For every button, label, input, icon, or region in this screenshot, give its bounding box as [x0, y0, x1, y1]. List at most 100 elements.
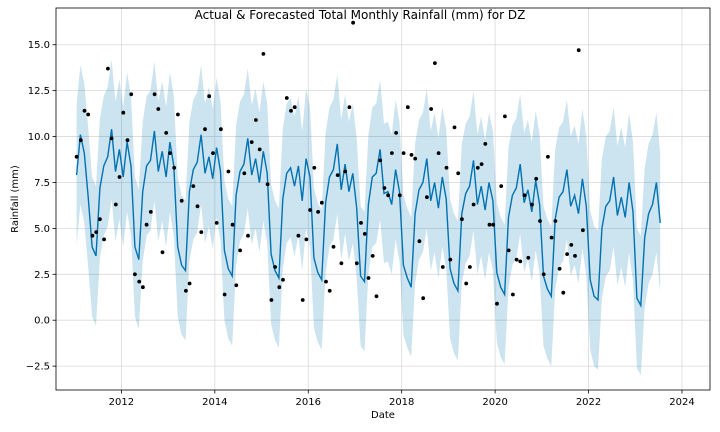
- y-tick-label: 2.5: [34, 270, 50, 281]
- actual-point: [343, 169, 348, 174]
- actual-point: [292, 105, 297, 110]
- y-tick-label: 5.0: [34, 224, 50, 235]
- actual-point: [436, 151, 441, 156]
- actual-point: [514, 257, 519, 262]
- actual-point: [390, 151, 394, 156]
- actual-point: [74, 154, 79, 159]
- actual-point: [269, 298, 274, 302]
- actual-point: [257, 147, 262, 152]
- actual-point: [405, 105, 410, 110]
- actual-point: [109, 136, 114, 141]
- x-tick-label: 2024: [669, 397, 694, 408]
- actual-point: [429, 107, 433, 111]
- actual-point: [425, 195, 429, 200]
- y-axis-label: Rainfall (mm): [10, 165, 21, 233]
- actual-point: [207, 94, 212, 99]
- actual-point: [479, 162, 484, 167]
- actual-point: [86, 112, 91, 117]
- plot-frame: [55, 7, 711, 391]
- actual-point: [409, 153, 414, 157]
- actual-point: [219, 127, 223, 132]
- actual-point: [281, 277, 285, 282]
- actual-point: [553, 219, 558, 223]
- x-axis-label: Date: [371, 410, 395, 421]
- actual-point: [401, 151, 406, 156]
- actual-point: [448, 257, 453, 262]
- actual-point: [491, 222, 496, 227]
- actual-point: [534, 176, 539, 181]
- actual-point: [300, 298, 305, 302]
- actual-point: [483, 142, 488, 146]
- actual-point: [530, 202, 534, 207]
- actual-point: [499, 184, 504, 189]
- actual-point: [265, 182, 270, 187]
- actual-point: [526, 255, 531, 260]
- actual-point: [304, 237, 309, 242]
- actual-point: [261, 52, 266, 56]
- actual-point: [464, 281, 469, 286]
- actual-point: [460, 217, 464, 222]
- actual-point: [576, 48, 581, 53]
- actual-point: [172, 165, 177, 170]
- actual-points: [74, 20, 585, 306]
- actual-point: [456, 171, 461, 176]
- actual-point: [90, 233, 95, 238]
- actual-point: [214, 221, 219, 225]
- x-tick-label: 2012: [109, 397, 134, 408]
- y-tick-label: 7.5: [34, 178, 50, 189]
- actual-point: [160, 250, 165, 255]
- actual-point: [335, 173, 340, 178]
- actual-point: [82, 108, 87, 113]
- actual-point: [370, 254, 375, 258]
- actual-point: [557, 266, 562, 271]
- x-axis-ticks: 2012 2014 2016 2018 2020 2022 2024: [109, 390, 695, 408]
- actual-point: [541, 272, 546, 277]
- actual-point: [397, 193, 402, 198]
- actual-point: [296, 233, 301, 238]
- actual-point: [129, 92, 134, 97]
- actual-point: [573, 254, 577, 258]
- gridlines: [56, 8, 710, 390]
- x-tick-label: 2020: [482, 397, 507, 408]
- actual-point: [362, 232, 367, 236]
- actual-point: [98, 217, 102, 222]
- actual-point: [319, 200, 324, 205]
- actual-point: [117, 175, 122, 179]
- actual-point: [351, 20, 355, 25]
- actual-point: [538, 219, 542, 223]
- actual-point: [561, 290, 566, 295]
- actual-point: [312, 165, 317, 170]
- actual-point: [249, 140, 254, 145]
- actual-point: [187, 281, 192, 286]
- actual-point: [366, 276, 371, 280]
- actual-point: [386, 193, 390, 198]
- actual-point: [331, 244, 336, 249]
- actual-point: [238, 248, 243, 253]
- actual-point: [230, 222, 235, 227]
- actual-point: [141, 285, 145, 290]
- actual-point: [222, 292, 227, 297]
- actual-point: [308, 208, 312, 212]
- actual-point: [284, 96, 289, 100]
- actual-point: [184, 288, 188, 293]
- actual-point: [378, 158, 383, 163]
- y-axis-ticks: −2.5 0.0 2.5 5.0 7.5 10.0 12.5 15.0: [26, 40, 56, 373]
- actual-point: [506, 248, 511, 253]
- y-tick-label: 10.0: [28, 132, 50, 143]
- chart-title: Actual & Forecasted Total Monthly Rainfa…: [195, 8, 526, 22]
- actual-point: [137, 279, 142, 284]
- actual-point: [156, 107, 161, 111]
- actual-point: [254, 118, 258, 122]
- actual-point: [113, 202, 118, 207]
- actual-point: [444, 165, 449, 170]
- actual-point: [164, 131, 169, 135]
- actual-point: [487, 222, 492, 227]
- actual-point: [413, 156, 418, 161]
- actual-point: [195, 204, 200, 209]
- actual-point: [226, 169, 231, 174]
- y-tick-label: −2.5: [26, 362, 50, 373]
- actual-point: [191, 184, 196, 189]
- actual-point: [452, 125, 457, 130]
